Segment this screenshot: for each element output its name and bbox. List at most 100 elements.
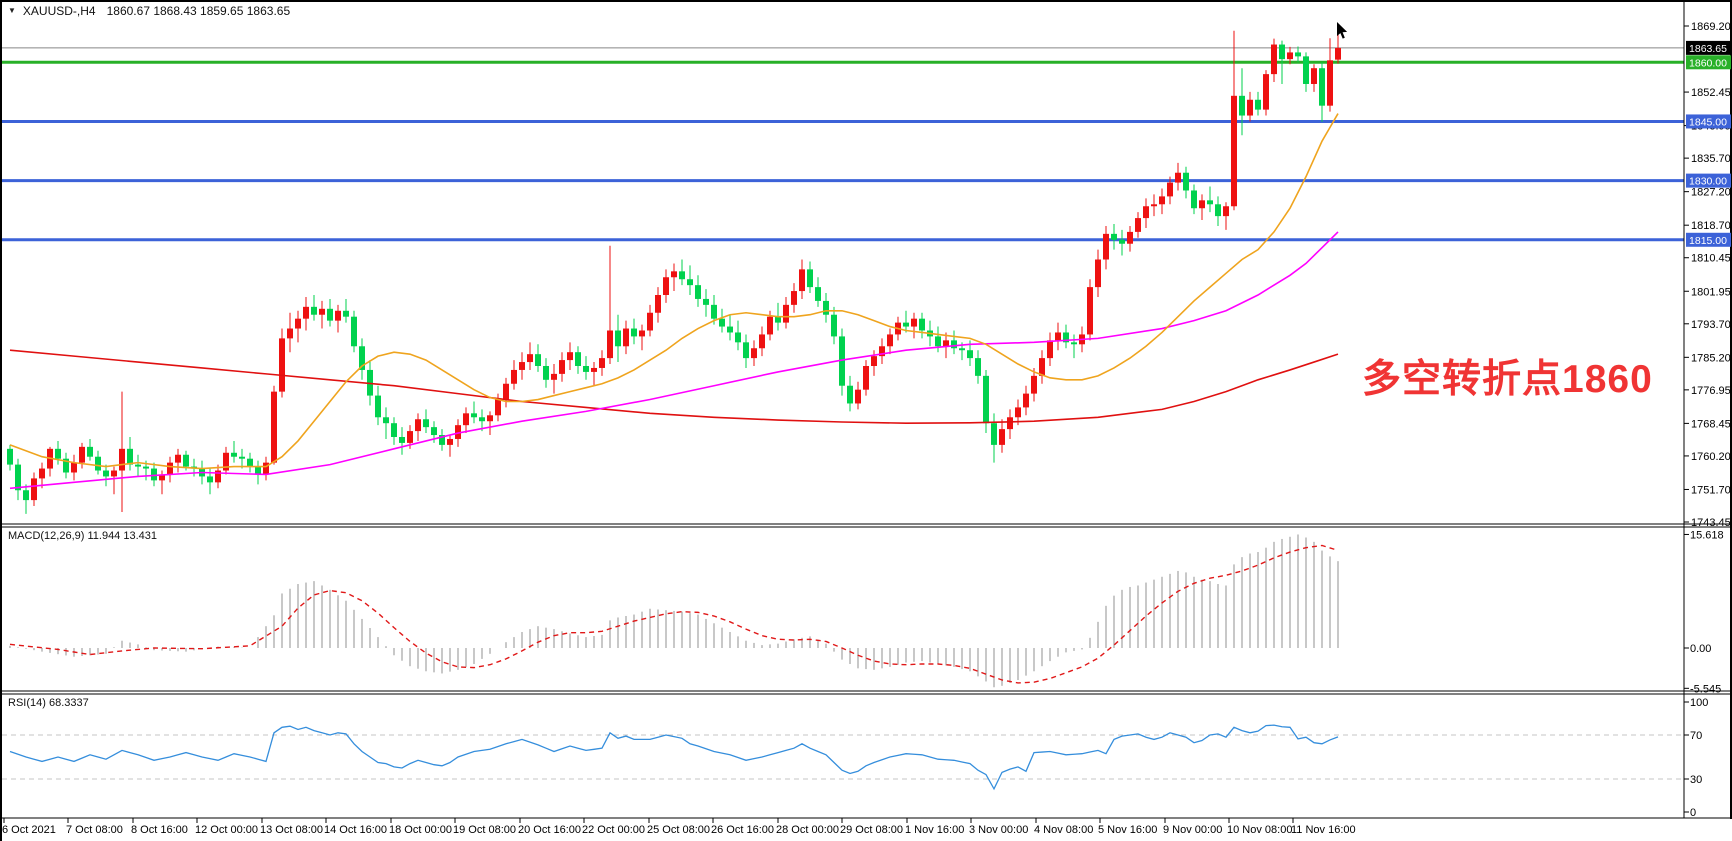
- candle-down: [343, 310, 349, 317]
- candle-down: [231, 452, 237, 457]
- candle-up: [879, 346, 885, 357]
- candle-up: [1327, 60, 1333, 106]
- candle-down: [1215, 204, 1221, 217]
- candle-down: [679, 271, 685, 280]
- candle-up: [487, 415, 493, 422]
- candle-down: [919, 318, 925, 331]
- ohlc-values-label: 1860.67 1868.43 1859.65 1863.65: [106, 4, 291, 18]
- candle-up: [911, 318, 917, 327]
- candle-up: [303, 306, 309, 319]
- price-tick-label: 1768.45: [1691, 418, 1731, 430]
- candle-up: [167, 462, 173, 475]
- candle-down: [1071, 342, 1077, 345]
- candle-down: [575, 352, 581, 366]
- candle-down: [95, 456, 101, 471]
- candle-down: [967, 350, 973, 359]
- date-label: 3 Nov 00:00: [969, 824, 1028, 836]
- candle-up: [271, 391, 277, 463]
- price-badge-label: 1863.65: [1689, 43, 1727, 55]
- price-badge: [1686, 55, 1731, 70]
- candle-down: [183, 454, 189, 467]
- candle-down: [327, 308, 333, 321]
- date-label: 8 Oct 16:00: [131, 824, 188, 836]
- candle-up: [279, 338, 285, 392]
- price-tick-label: 1801.95: [1691, 286, 1731, 298]
- rsi-panel[interactable]: [2, 724, 1684, 791]
- candle-down: [207, 476, 213, 483]
- time-axis[interactable]: 6 Oct 2021 7 Oct 08:00 8 Oct 16:00 12 Oct 0…: [2, 818, 1356, 836]
- price-tick-label: 1793.70: [1691, 319, 1731, 331]
- collapse-triangle-icon[interactable]: ▼: [8, 6, 16, 15]
- price-tick-label: 1760.20: [1691, 451, 1731, 463]
- ma-slow-red: [9, 349, 1339, 424]
- candle-up: [887, 334, 893, 347]
- candle-down: [983, 375, 989, 424]
- candle-up: [655, 295, 661, 313]
- date-label: 26 Oct 16:00: [711, 824, 774, 836]
- macd-tick-label: 15.618: [1690, 529, 1724, 541]
- candle-down: [615, 330, 621, 347]
- candle-down: [255, 466, 261, 475]
- candle-up: [223, 452, 229, 471]
- candle-down: [631, 328, 637, 337]
- candle-down: [959, 348, 965, 351]
- candle-up: [799, 269, 805, 292]
- candle-down: [535, 354, 541, 366]
- date-label: 4 Nov 08:00: [1034, 824, 1093, 836]
- candle-down: [471, 413, 477, 418]
- annotation-text[interactable]: 多空转折点1860: [1362, 358, 1653, 401]
- candle-up: [623, 328, 629, 347]
- rsi-tick-label: 70: [1690, 730, 1702, 742]
- price-badges: 1860.00 1845.00 1830.00 1815.00 1863.65: [1686, 40, 1731, 247]
- candle-down: [711, 304, 717, 319]
- candle-up: [1127, 231, 1133, 244]
- candle-up: [1055, 332, 1061, 341]
- candle-up: [639, 330, 645, 337]
- candle-up: [1175, 172, 1181, 183]
- price-badge-label: 1860.00: [1689, 57, 1727, 69]
- candle-up: [551, 373, 557, 380]
- candle-up: [1095, 259, 1101, 288]
- candle-up: [527, 354, 533, 363]
- candle-up: [415, 419, 421, 432]
- candle-down: [439, 435, 445, 445]
- price-tick-label: 1776.95: [1691, 385, 1731, 397]
- candle-up: [495, 399, 501, 416]
- candle-down: [63, 458, 69, 473]
- candle-up: [1015, 407, 1021, 418]
- candle-down: [1063, 332, 1069, 343]
- candle-down: [1303, 56, 1309, 84]
- candle-down: [1255, 99, 1261, 110]
- candle-up: [1223, 206, 1229, 217]
- date-label: 19 Oct 08:00: [453, 824, 516, 836]
- date-label: 29 Oct 08:00: [840, 824, 903, 836]
- level-lines[interactable]: [2, 47, 1684, 242]
- candle-up: [71, 462, 77, 473]
- candle-up: [455, 425, 461, 439]
- candle-up: [1047, 340, 1053, 359]
- price-axis[interactable]: 1869.201852.451843.951835.701827.201818.…: [1684, 21, 1731, 819]
- candle-down: [103, 470, 109, 477]
- candle-down: [135, 464, 141, 467]
- candle-down: [479, 417, 485, 422]
- macd-tick-label: 0.00: [1690, 643, 1711, 655]
- candles-layer: [7, 29, 1341, 514]
- candle-up: [119, 448, 125, 471]
- price-tick-label: 1869.20: [1691, 21, 1731, 33]
- price-badge: [1686, 114, 1731, 129]
- candle-down: [1191, 190, 1197, 209]
- candle-up: [599, 358, 605, 368]
- candle-up: [263, 462, 269, 475]
- candle-up: [335, 310, 341, 321]
- candle-down: [359, 346, 365, 370]
- candle-up: [1247, 99, 1253, 116]
- candle-up: [447, 438, 453, 445]
- candle-down: [823, 300, 829, 315]
- macd-panel[interactable]: [9, 534, 1339, 688]
- candle-up: [1263, 74, 1269, 110]
- candle-up: [1271, 44, 1277, 75]
- date-label: 18 Oct 00:00: [389, 824, 452, 836]
- candle-up: [759, 334, 765, 349]
